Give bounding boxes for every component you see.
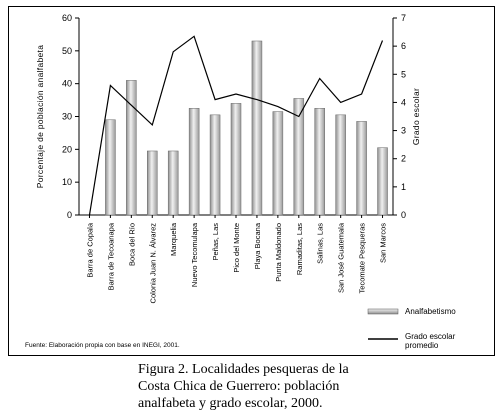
x-category-label: Barra de Copala [85, 222, 94, 277]
x-category-label: Tecomate Pesqueras [358, 223, 367, 294]
y2-tick-label: 0 [401, 210, 406, 220]
x-category-label: Playa Bocana [253, 222, 262, 269]
legend: Analfabetismo Grado escolar promedio [367, 307, 456, 350]
x-category-label: Marquelia [169, 222, 178, 256]
caption-line-3: analfabeta y grado escolar, 2000. [138, 396, 323, 411]
bar [126, 80, 137, 216]
y2-tick-label: 3 [401, 126, 406, 136]
y-tick-label: 60 [62, 13, 72, 23]
y2-tick-label: 4 [401, 97, 406, 107]
y-tick-label: 20 [62, 144, 72, 154]
y-tick-label: 40 [62, 79, 72, 89]
y2-tick-label: 1 [401, 182, 406, 192]
legend-bar-label: Analfabetismo [405, 307, 456, 316]
caption-line-2: Costa Chica de Guerrero: población [138, 379, 340, 394]
bar [230, 103, 242, 216]
y-tick-label: 10 [62, 177, 72, 187]
caption-line-1: Figura 2. Localidades pesqueras de la [138, 362, 349, 377]
bar [377, 147, 388, 216]
bar [188, 108, 200, 216]
y2-tick-label: 7 [401, 13, 406, 23]
y2-tick-label: 2 [401, 154, 406, 164]
x-category-label: Punta Maldonado [274, 223, 283, 282]
y2-tick-label: 6 [401, 41, 406, 51]
y2-axis-title: Grado escolar [411, 88, 421, 145]
y-tick-label: 30 [62, 112, 72, 122]
bar [314, 108, 325, 216]
x-category-label: Colonia Juan N. Álvarez [148, 223, 157, 304]
x-category-label: Pico del Monte [232, 223, 241, 273]
bar [209, 114, 221, 216]
legend-bar-swatch [367, 308, 399, 315]
figure-caption: Figura 2. Localidades pesqueras de la Co… [138, 361, 388, 412]
x-category-label: San José Guatemala [337, 222, 346, 293]
y2-tick-label: 5 [401, 69, 406, 79]
bar [105, 119, 116, 216]
bar [251, 40, 263, 216]
bar [335, 114, 346, 216]
x-category-label: Nuevo Tecomulapa [190, 222, 199, 287]
chart-frame: 0 10 20 30 40 50 60 0 1 2 3 4 5 6 7 Porcentaje de pobla… [8, 6, 495, 356]
source-note: Fuente: Elaboración propia con base en I… [25, 342, 180, 349]
x-category-label: Salinas, Las [316, 223, 325, 264]
chart: 0 10 20 30 40 50 60 0 1 2 3 4 5 6 7 Porcentaje de pobla… [25, 13, 456, 350]
x-category-label: Ramaditas, Las [295, 223, 304, 275]
bar [272, 111, 284, 216]
x-category-label: Peñas, Las [211, 223, 220, 261]
y-tick-label: 50 [62, 46, 72, 56]
y-axis-title: Porcentaje de población analfabeta [35, 45, 45, 188]
x-category-label: San Marcos [379, 223, 388, 263]
bar [147, 150, 158, 216]
line-series-grado-escolar [88, 35, 384, 216]
x-category-label: Barra de Tecoanapa [106, 222, 115, 290]
y-tick-label: 0 [67, 210, 72, 220]
bar [167, 150, 179, 216]
legend-line-label-1: Grado escolar [405, 332, 456, 341]
x-category-label: Boca del Río [127, 223, 136, 266]
bar [356, 121, 367, 216]
legend-line-label-2: promedio [405, 341, 439, 350]
